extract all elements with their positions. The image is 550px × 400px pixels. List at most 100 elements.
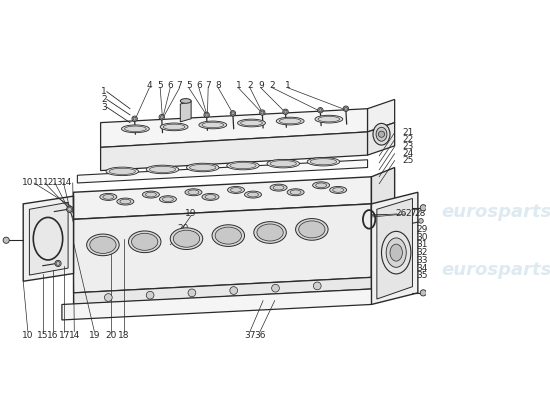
Circle shape: [104, 294, 112, 301]
Text: 20: 20: [177, 224, 188, 233]
Ellipse shape: [106, 167, 139, 176]
Text: 2: 2: [270, 81, 275, 90]
Ellipse shape: [142, 191, 160, 198]
Text: 30: 30: [416, 234, 428, 242]
Ellipse shape: [299, 221, 325, 238]
Circle shape: [314, 282, 321, 290]
Ellipse shape: [160, 196, 177, 203]
Polygon shape: [23, 196, 74, 281]
Ellipse shape: [270, 160, 296, 167]
Circle shape: [343, 106, 349, 111]
Ellipse shape: [312, 182, 329, 189]
Circle shape: [283, 109, 288, 114]
Polygon shape: [367, 100, 395, 132]
Polygon shape: [377, 198, 412, 299]
Ellipse shape: [215, 227, 241, 244]
Ellipse shape: [257, 224, 283, 241]
Text: 1: 1: [101, 87, 107, 96]
Text: 3: 3: [101, 103, 107, 112]
Ellipse shape: [150, 166, 175, 172]
Circle shape: [188, 289, 196, 297]
Text: 8: 8: [216, 81, 221, 90]
Ellipse shape: [131, 233, 158, 250]
Text: 2: 2: [101, 95, 107, 104]
Text: 1: 1: [235, 81, 241, 90]
Circle shape: [55, 260, 61, 266]
Text: 19: 19: [89, 331, 100, 340]
Ellipse shape: [245, 191, 262, 198]
Polygon shape: [78, 160, 367, 183]
Text: 23: 23: [403, 142, 414, 151]
Circle shape: [67, 206, 73, 212]
Text: eurosparts: eurosparts: [155, 203, 265, 221]
Text: eurosparts: eurosparts: [155, 261, 265, 279]
Text: 5: 5: [186, 81, 192, 90]
Text: 17: 17: [58, 331, 70, 340]
Text: 20: 20: [105, 331, 117, 340]
Ellipse shape: [267, 159, 299, 168]
Ellipse shape: [230, 162, 256, 169]
Text: eurosparts: eurosparts: [441, 203, 550, 221]
Polygon shape: [29, 202, 68, 275]
Text: 1: 1: [285, 81, 291, 90]
Text: 12: 12: [43, 178, 54, 188]
Text: 5: 5: [157, 81, 163, 90]
Ellipse shape: [390, 244, 403, 261]
Ellipse shape: [185, 189, 202, 196]
Ellipse shape: [310, 159, 337, 165]
Ellipse shape: [190, 164, 216, 170]
Text: 37: 37: [244, 331, 256, 340]
Text: 14: 14: [69, 331, 80, 340]
Circle shape: [284, 110, 287, 113]
Circle shape: [146, 291, 154, 299]
Polygon shape: [180, 101, 191, 122]
Polygon shape: [101, 109, 367, 147]
Ellipse shape: [87, 234, 119, 256]
Text: 18: 18: [118, 331, 130, 340]
Circle shape: [230, 111, 235, 116]
Text: 35: 35: [416, 271, 428, 280]
Text: 26: 26: [395, 210, 407, 218]
Circle shape: [272, 284, 279, 292]
Circle shape: [160, 116, 163, 119]
Ellipse shape: [270, 184, 287, 191]
Ellipse shape: [173, 230, 200, 247]
Text: 19: 19: [185, 209, 197, 218]
Circle shape: [344, 107, 348, 110]
Circle shape: [378, 131, 384, 137]
Text: 7: 7: [177, 81, 183, 90]
Text: 21: 21: [403, 128, 414, 137]
Text: 28: 28: [414, 210, 425, 218]
Polygon shape: [62, 289, 371, 320]
Text: 34: 34: [416, 264, 428, 272]
Text: 7: 7: [205, 81, 211, 90]
Ellipse shape: [212, 225, 245, 246]
Ellipse shape: [122, 125, 150, 133]
Text: eurosparts: eurosparts: [441, 261, 550, 279]
Text: 33: 33: [416, 256, 428, 265]
Ellipse shape: [386, 238, 406, 267]
Ellipse shape: [117, 198, 134, 205]
Text: 29: 29: [416, 225, 428, 234]
Circle shape: [232, 112, 234, 115]
Text: 11: 11: [33, 178, 45, 188]
Circle shape: [133, 117, 136, 120]
Ellipse shape: [376, 127, 387, 141]
Text: 6: 6: [167, 81, 173, 90]
Circle shape: [205, 113, 208, 116]
Circle shape: [420, 205, 426, 211]
Ellipse shape: [373, 123, 390, 145]
Text: 15: 15: [37, 331, 48, 340]
Text: 14: 14: [61, 178, 72, 188]
Ellipse shape: [129, 231, 161, 253]
Ellipse shape: [180, 99, 191, 103]
Text: 36: 36: [254, 331, 266, 340]
Text: 4: 4: [146, 81, 152, 90]
Text: 6: 6: [196, 81, 202, 90]
Circle shape: [319, 109, 322, 112]
Ellipse shape: [170, 228, 203, 250]
Ellipse shape: [329, 186, 346, 194]
Circle shape: [132, 116, 138, 122]
Polygon shape: [371, 192, 418, 304]
Circle shape: [318, 108, 323, 113]
